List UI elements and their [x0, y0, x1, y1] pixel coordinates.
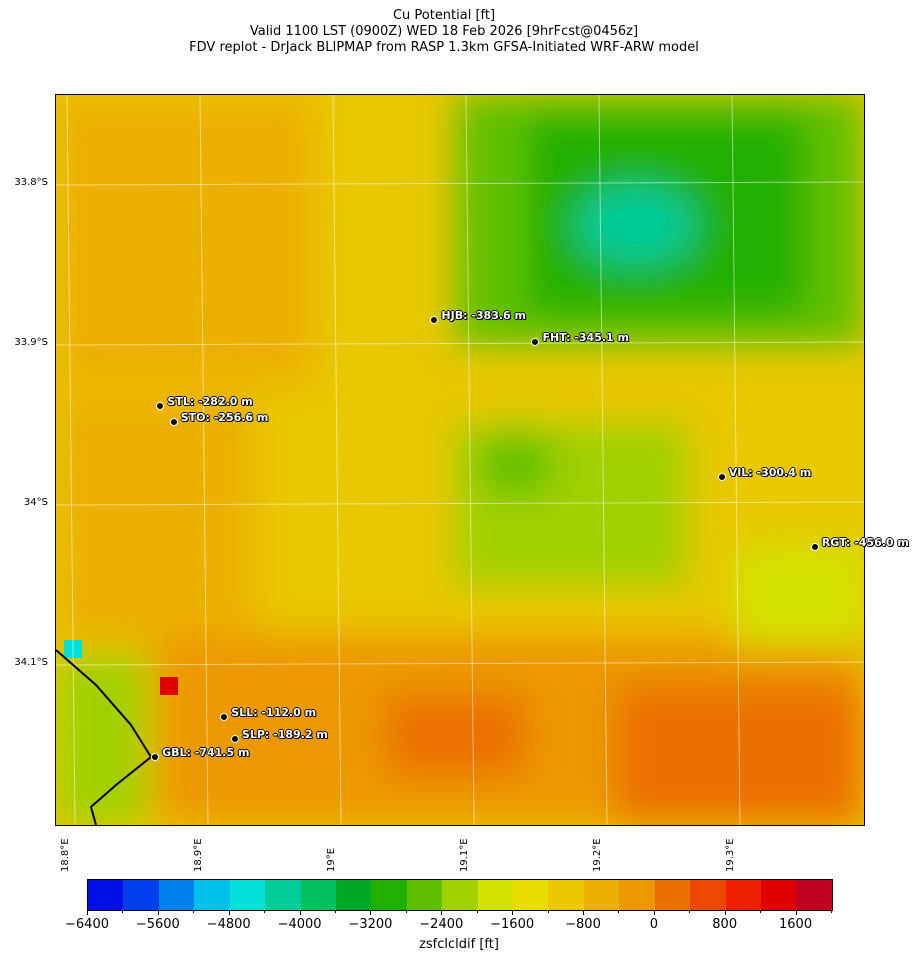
station-label-sto: STO: -256.6 m: [180, 411, 269, 425]
colorbar-tick-label: −800: [565, 917, 601, 932]
colorbar-tick-label: 1600: [779, 917, 813, 932]
colorbar-tick-label: −4000: [277, 917, 322, 932]
station-marker-sll: [220, 712, 229, 721]
y-tick-label: 33.8°S: [14, 177, 48, 188]
colorbar-tick: [831, 910, 832, 913]
station-marker-gbl: [151, 752, 160, 761]
station-label-vil: VIL: -300.4 m: [728, 465, 812, 479]
colorbar-bin: [442, 880, 478, 910]
chart-subtitle-model: FDV replot - DrJack BLIPMAP from RASP 1.…: [189, 40, 699, 55]
colorbar-bin: [229, 880, 266, 910]
colorbar-tick: [335, 910, 336, 913]
colorbar-tick: [760, 910, 762, 913]
colorbar-tick: [547, 910, 549, 913]
colorbar-tick-label: 0: [649, 917, 658, 932]
colorbar-tick-label: −1600: [490, 917, 535, 932]
colorbar-tick: [264, 910, 266, 913]
chart-subtitle-valid: Valid 1100 LST (0900Z) WED 18 Feb 2026 […: [249, 24, 639, 39]
colorbar-bin: [406, 880, 443, 910]
colorbar-bin: [371, 880, 407, 910]
colorbar-tick: [370, 910, 372, 915]
colorbar-tick: [87, 910, 88, 915]
colorbar-tick-label: −3200: [348, 917, 393, 932]
colorbar-bin: [761, 880, 797, 910]
colorbar-tick: [689, 910, 691, 913]
colorbar-bin: [548, 880, 584, 910]
colorbar-tick: [583, 910, 584, 915]
station-label-slp: SLP: -189.2 m: [241, 728, 328, 742]
station-label-gbl: GBL: -741.5 m: [162, 745, 250, 759]
colorbar-bin: [725, 880, 762, 910]
colorbar-tick: [795, 910, 797, 915]
colorbar-bin: [583, 880, 620, 910]
colorbar-tick-label: −6400: [65, 917, 109, 932]
station-label-sll: SLL: -112.0 m: [231, 705, 317, 719]
colorbar-tick-label: −4800: [206, 917, 251, 932]
colorbar-tick: [157, 910, 159, 915]
colorbar-tick: [122, 910, 124, 913]
x-tick-label: 19.3°E: [725, 838, 736, 872]
y-tick-label: 34.1°S: [14, 657, 48, 668]
colorbar-tick-label: −2400: [419, 917, 464, 932]
colorbar-tick: [441, 910, 443, 915]
x-tick-label: 19.2°E: [592, 838, 603, 872]
colorbar-tick: [299, 910, 301, 915]
colorbar-bin: [619, 880, 655, 910]
colorbar-tick-label: −5600: [135, 917, 180, 932]
colorbar-bin: [194, 880, 230, 910]
coastline: [56, 649, 153, 825]
station-label-hjb: HJB: -383.6 m: [441, 309, 526, 322]
colorbar-tick: [618, 910, 620, 913]
colorbar-tick: [476, 910, 478, 913]
station-label-rgt: RGT: -456.0 m: [821, 536, 909, 550]
colorbar-label: zsfclcldif [ft]: [419, 937, 499, 952]
colorbar-tick: [193, 910, 195, 913]
colorbar: [87, 879, 833, 911]
map-field: [56, 95, 864, 825]
x-tick-label: 19.1°E: [459, 838, 470, 872]
chart-title: Cu Potential [ft]: [392, 8, 496, 23]
colorbar-bin: [88, 880, 124, 910]
colorbar-bin: [690, 880, 726, 910]
y-tick-label: 33.9°S: [14, 337, 48, 348]
colorbar-tick: [228, 910, 230, 915]
x-tick-label: 18.9°E: [193, 838, 204, 872]
colorbar-tick: [405, 910, 407, 913]
colorbar-bin: [654, 880, 691, 910]
station-label-stl: STL: -282.0 m: [167, 395, 253, 409]
colorbar-bin: [796, 880, 832, 910]
colorbar-tick: [512, 910, 514, 915]
station-marker-hjb: [430, 316, 439, 324]
colorbar-bin: [123, 880, 159, 910]
map-plot: [55, 94, 865, 826]
station-marker-stl: [156, 402, 165, 411]
x-tick-label: 19°E: [326, 847, 337, 872]
station-marker-vil: [717, 472, 726, 481]
colorbar-tick: [653, 910, 655, 915]
station-marker-sto: [169, 418, 178, 427]
y-tick-label: 34°S: [23, 497, 48, 508]
station-marker-rgt: [810, 543, 819, 552]
colorbar-bin: [335, 880, 372, 910]
colorbar-bin: [513, 880, 549, 910]
colorbar-tick-label: 800: [712, 917, 738, 932]
station-marker-slp: [230, 735, 239, 744]
station-label-fht: FHT: -345.1 m: [542, 331, 629, 345]
colorbar-tick: [724, 910, 726, 915]
colorbar-bin: [300, 880, 336, 910]
x-tick-label: 18.8°E: [60, 838, 71, 872]
colorbar-bin: [265, 880, 301, 910]
colorbar-bin: [477, 880, 514, 910]
colorbar-bin: [158, 880, 195, 910]
